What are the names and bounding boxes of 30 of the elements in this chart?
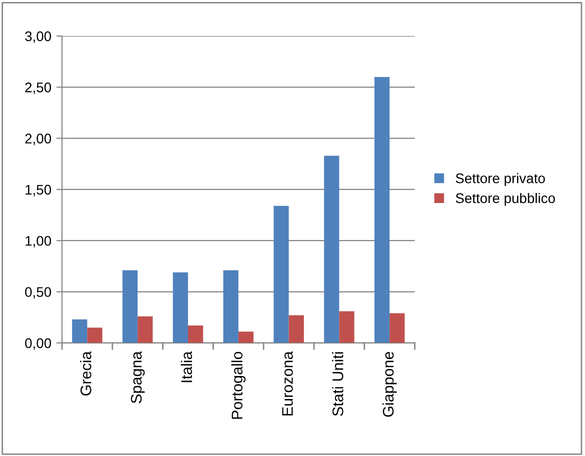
x-tick-label: Portogallo: [231, 352, 246, 419]
y-tick-label: 3,00: [25, 31, 52, 43]
legend-label: Settore pubblico: [456, 192, 555, 206]
y-tick-label: 0,50: [25, 287, 52, 299]
x-tick-label: Spagna: [130, 351, 145, 404]
y-tick-label: 0,00: [25, 338, 52, 350]
y-tick-label: 1,50: [26, 184, 52, 196]
bar: [274, 206, 289, 343]
bar: [188, 326, 204, 343]
y-tick-label: 2,00: [25, 134, 52, 146]
legend-label: Settore privato: [456, 173, 545, 186]
bar: [72, 319, 88, 343]
bar: [138, 316, 153, 343]
x-tick-label: Giappone: [382, 352, 397, 417]
y-tick-label: 2,50: [25, 82, 52, 94]
bar: [390, 313, 405, 343]
x-tick-label: Eurozona: [282, 351, 293, 416]
bar: [324, 156, 340, 343]
bar: [238, 332, 254, 343]
bar: [122, 270, 138, 343]
bar: [288, 315, 304, 343]
x-tick-label: Grecia: [80, 351, 92, 396]
y-tick-label: 1,00: [26, 236, 52, 248]
bar: [374, 76, 390, 343]
x-tick-label: Stati Uniti: [332, 352, 344, 416]
bar: [339, 311, 354, 343]
bar: [172, 272, 188, 343]
bar: [223, 270, 238, 343]
bar: [87, 328, 102, 343]
x-tick-label: Italia: [180, 351, 192, 382]
